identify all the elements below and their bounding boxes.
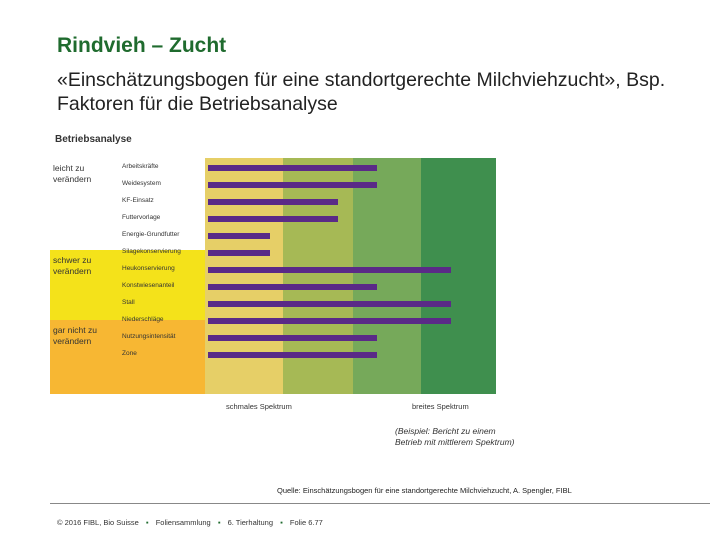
footer-page: Folie 6.77 (289, 518, 323, 527)
factor-label: Stall (122, 299, 135, 306)
axis-label-narrow: schmales Spektrum (226, 402, 292, 411)
factor-bar (208, 318, 451, 324)
footer-collection: Foliensammlung (155, 518, 211, 527)
factor-label: Nutzungsintensität (122, 333, 176, 340)
spectrum-column-2 (283, 158, 353, 394)
band-label-easy: leicht zu verändern (53, 163, 92, 184)
figure-heading: Betriebsanalyse (55, 134, 132, 145)
factor-label: Energie-Grundfutter (122, 231, 180, 238)
factor-bar (208, 199, 338, 205)
footer-separator: ▪ (145, 518, 149, 527)
factor-bar (208, 216, 338, 222)
axis-label-broad: breites Spektrum (412, 402, 469, 411)
factor-bar (208, 165, 377, 171)
footer-divider (50, 503, 710, 504)
band-label-hard: schwer zu verändern (53, 255, 92, 276)
band-easy: leicht zu verändern (50, 158, 205, 250)
footer-copyright: © 2016 FIBL, Bio Suisse (57, 518, 139, 527)
factor-label: Silagekonservierung (122, 248, 181, 255)
factor-bar (208, 352, 377, 358)
factor-label: Niederschläge (122, 316, 164, 323)
factor-label: Weidesystem (122, 180, 161, 187)
factor-label: Arbeitskräfte (122, 163, 159, 170)
analysis-figure: Betriebsanalyse leicht zu verändern schw… (50, 130, 520, 470)
spectrum-column-4 (421, 158, 496, 394)
example-note: (Beispiel: Bericht zu einem Betrieb mit … (395, 426, 515, 447)
spectrum-column-3 (353, 158, 421, 394)
spectrum-column-1 (205, 158, 283, 394)
factor-bar (208, 284, 377, 290)
footer-chapter: 6. Tierhaltung (227, 518, 274, 527)
factor-bar (208, 233, 270, 239)
slide-subtitle: «Einschätzungsbogen für eine standortger… (57, 69, 666, 115)
band-label-unchangeable: gar nicht zu verändern (53, 325, 97, 346)
factor-bar (208, 335, 377, 341)
factor-label: Heukonservierung (122, 265, 175, 272)
footer-separator: ▪ (217, 518, 221, 527)
footer-separator: ▪ (280, 518, 283, 527)
source-caption: Quelle: Einschätzungsbogen für eine stan… (277, 486, 572, 495)
band-hard: schwer zu verändern (50, 250, 205, 320)
factor-label: KF-Einsatz (122, 197, 154, 204)
slide-title: Rindvieh – Zucht (57, 34, 227, 57)
factor-bar (208, 301, 451, 307)
band-unchangeable: gar nicht zu verändern (50, 320, 205, 394)
factor-label: Konstwiesenanteil (122, 282, 175, 289)
factor-bar (208, 182, 377, 188)
factor-label: Futtervorlage (122, 214, 161, 221)
factor-bar (208, 250, 270, 256)
factor-bar (208, 267, 451, 273)
factor-label: Zone (122, 350, 137, 357)
footer: © 2016 FIBL, Bio Suisse ▪ Foliensammlung… (57, 518, 328, 527)
